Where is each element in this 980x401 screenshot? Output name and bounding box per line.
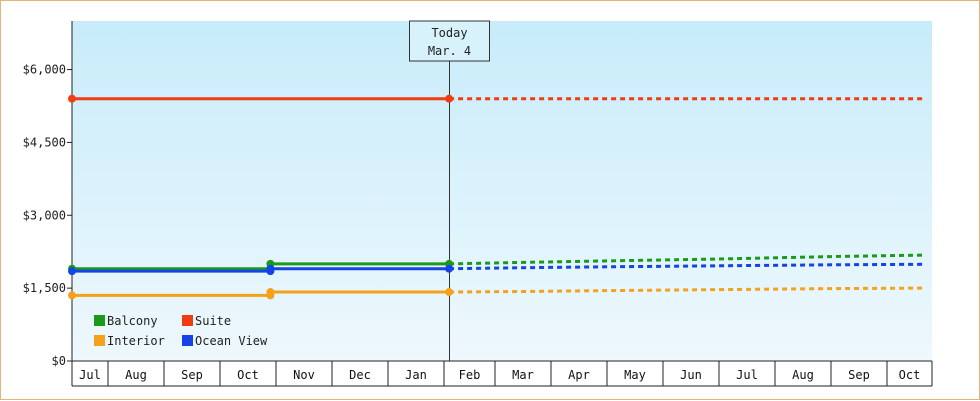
month-label: Mar	[512, 368, 534, 382]
month-label: Jul	[736, 368, 758, 382]
data-point	[445, 288, 454, 297]
today-label: Today	[431, 26, 467, 40]
legend-swatch	[182, 335, 193, 346]
legend-label: Interior	[107, 334, 165, 348]
month-label: Sep	[848, 368, 870, 382]
today-box	[409, 20, 490, 62]
y-axis: $0 $1,500 $3,000 $4,500 $6,000	[23, 21, 73, 368]
series-forecast-line	[449, 262, 924, 271]
legend-swatch	[94, 335, 105, 346]
data-point	[266, 288, 275, 297]
legend-swatch	[94, 315, 105, 326]
series-interior	[68, 286, 924, 300]
series-layer	[68, 94, 924, 300]
month-label: Jan	[405, 368, 427, 382]
today-marker: Today Mar. 4	[409, 20, 490, 361]
series-ocean-view	[68, 262, 924, 276]
data-point	[68, 291, 76, 300]
x-axis: Jul Aug Sep Oct Nov Dec Jan Feb Mar Apr May Jun Jul A…	[71, 360, 933, 387]
month-label: Sep	[181, 368, 203, 382]
month-label: Apr	[568, 368, 590, 382]
month-label: Feb	[459, 368, 481, 382]
month-label: Oct	[899, 368, 921, 382]
month-label: Jun	[680, 368, 702, 382]
y-tick-label: $0	[52, 354, 66, 368]
data-point	[68, 267, 76, 276]
data-point	[445, 94, 454, 103]
month-label: Oct	[237, 368, 259, 382]
legend-swatch	[182, 315, 193, 326]
y-tick-label: $4,500	[23, 135, 66, 149]
month-label: Jul	[79, 368, 101, 382]
data-point	[445, 264, 454, 273]
legend-label: Ocean View	[195, 334, 268, 348]
y-tick-label: $3,000	[23, 208, 66, 222]
data-point	[68, 94, 76, 103]
plot-background	[72, 21, 932, 361]
data-point	[266, 264, 275, 273]
series-forecast-line	[449, 286, 924, 294]
today-date: Mar. 4	[428, 44, 471, 58]
legend-label: Balcony	[107, 314, 158, 328]
month-label: Aug	[125, 368, 147, 382]
legend: Balcony Suite Interior Ocean View	[94, 314, 268, 348]
month-label: May	[624, 368, 646, 382]
month-label: Aug	[792, 368, 814, 382]
series-forecast-line	[449, 253, 924, 266]
month-label: Dec	[349, 368, 371, 382]
series-suite	[68, 94, 923, 103]
y-tick-label: $6,000	[23, 63, 66, 77]
month-label: Nov	[293, 368, 315, 382]
legend-label: Suite	[195, 314, 231, 328]
y-tick-label: $1,500	[23, 281, 66, 295]
